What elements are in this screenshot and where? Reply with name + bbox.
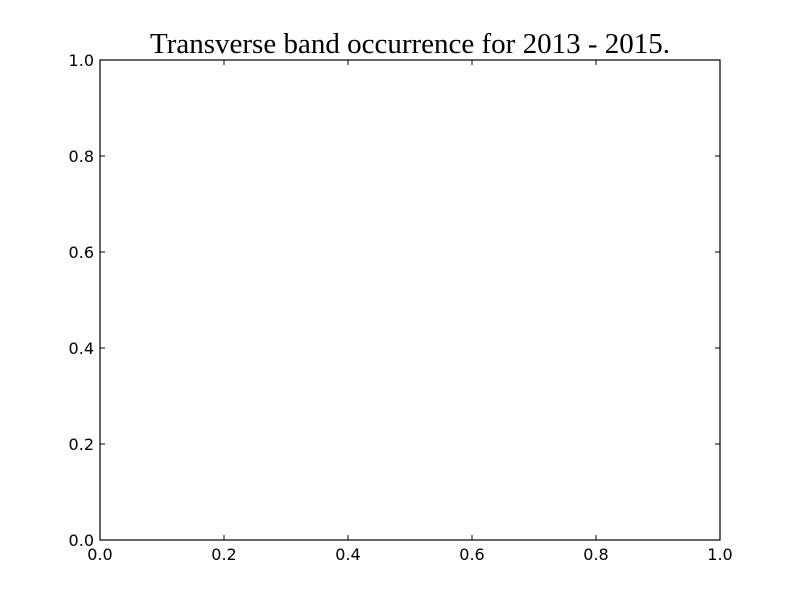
y-tick-label: 1.0 — [69, 51, 94, 70]
y-axis-ticks: 0.0 0.2 0.4 0.6 0.8 1.0 — [69, 51, 720, 550]
y-tick-label: 0.2 — [69, 435, 94, 454]
chart-title: Transverse band occurrence for 2013 - 20… — [150, 28, 670, 60]
y-tick-label: 0.8 — [69, 147, 94, 166]
x-tick-label: 0.6 — [459, 545, 484, 564]
axes-frame — [99, 59, 721, 541]
x-tick-label: 0.0 — [87, 545, 112, 564]
x-tick-label: 0.8 — [583, 545, 608, 564]
x-tick-label: 0.4 — [335, 545, 360, 564]
y-tick-label: 0.0 — [69, 531, 94, 550]
x-tick-label: 1.0 — [707, 545, 732, 564]
x-axis-ticks: 0.0 0.2 0.4 0.6 0.8 1.0 — [87, 60, 733, 564]
y-tick-label: 0.6 — [69, 243, 94, 262]
y-tick-label: 0.4 — [69, 339, 94, 358]
x-tick-label: 0.2 — [211, 545, 236, 564]
